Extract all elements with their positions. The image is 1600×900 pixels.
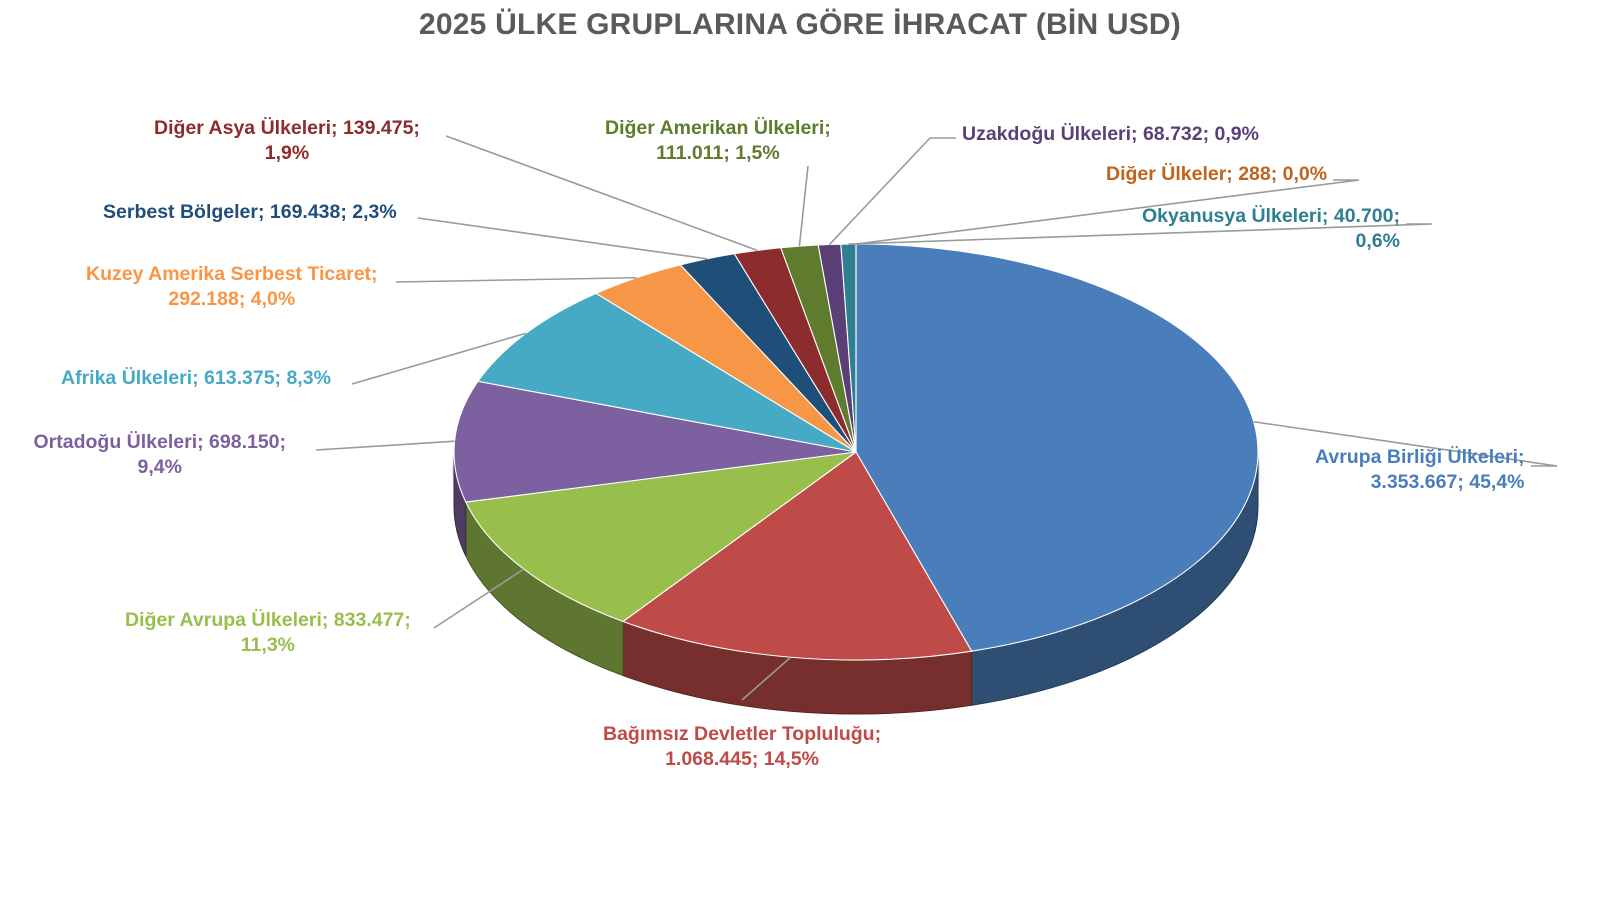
data-label-line2: 3.353.667; 45,4% [1370,470,1525,493]
data-label-7: Serbest Bölgeler; 169.438; 2,3% [103,200,397,225]
pie-slice-5[interactable] [476,292,857,453]
data-label-line1: Diğer Ülkeler; 288; 0,0% [1106,163,1328,185]
data-label-line2: 0,6% [1355,229,1400,252]
data-label-4: Ortadoğu Ülkeleri; 698.150; 9,4% [34,430,287,480]
pie-slice-4[interactable] [453,380,857,503]
data-label-10: Uzakdoğu Ülkeleri; 68.732; 0,9% [962,122,1259,147]
leader-line-6 [395,276,637,283]
data-label-3: Diğer Avrupa Ülkeleri; 833.477; 11,3% [125,608,411,658]
data-label-8: Diğer Asya Ülkeleri; 139.475; 1,9% [154,116,420,166]
data-label-line2: 1,9% [264,141,310,164]
data-label-line1: Diğer Asya Ülkeleri; 139.475; [154,117,420,139]
leader-line-9 [798,165,809,247]
leader-line-3 [433,568,525,629]
data-label-12: Diğer Ülkeler; 288; 0,0% [1106,162,1327,187]
data-label-line1: Avrupa Birliği Ülkeleri; [1315,446,1525,468]
data-label-line1: Ortadoğu Ülkeleri; 698.150; [33,431,287,453]
leader-line-7 [417,217,708,260]
leader-line-5 [351,332,527,385]
data-label-line1: Bağımsız Devletler Topluluğu; [603,723,882,745]
leader-line-11 [848,223,1433,245]
data-label-line1: Diğer Avrupa Ülkeleri; 833.477; [125,609,411,631]
data-label-1: Avrupa Birliği Ülkeleri; 3.353.667; 45,4% [1315,445,1525,495]
leader-line-2 [741,656,792,701]
data-label-6: Kuzey Amerika Serbest Ticaret; 292.188; 4… [86,262,378,312]
data-label-line1: Diğer Amerikan Ülkeleri; [605,117,831,139]
leader-line-10 [828,137,956,246]
leader-line-12 [855,179,1360,245]
data-label-line1: Okyanusya Ülkeleri; 40.700; [1142,205,1400,227]
data-label-line2: 292.188; 4,0% [168,287,296,310]
data-label-line2: 11,3% [240,633,295,656]
leader-line-1 [1253,420,1558,467]
data-label-line1: Serbest Bölgeler; 169.438; 2,3% [103,201,397,223]
leader-line-8 [445,135,758,252]
page-title: 2025 ÜLKE GRUPLARINA GÖRE İHRACAT (BİN U… [419,8,1181,41]
data-label-5: Afrika Ülkeleri; 613.375; 8,3% [61,366,331,391]
data-label-2: Bağımsız Devletler Topluluğu; 1.068.445; … [603,722,881,772]
data-label-line2: 9,4% [137,455,182,478]
data-label-line2: 111.011; 1,5% [656,141,780,164]
leader-lines [315,135,1558,701]
data-label-11: Okyanusya Ülkeleri; 40.700; 0,6% [1142,204,1400,254]
data-label-line1: Afrika Ülkeleri; 613.375; 8,3% [61,367,331,389]
data-label-line2: 1.068.445; 14,5% [665,747,820,770]
pie-top-faces [453,243,1259,661]
leader-line-4 [315,440,455,451]
data-label-line1: Kuzey Amerika Serbest Ticaret; [86,263,378,285]
pie-slice-1[interactable] [855,243,1259,652]
data-label-line1: Uzakdoğu Ülkeleri; 68.732; 0,9% [962,123,1259,145]
data-label-9: Diğer Amerikan Ülkeleri; 111.011; 1,5% [605,116,831,166]
